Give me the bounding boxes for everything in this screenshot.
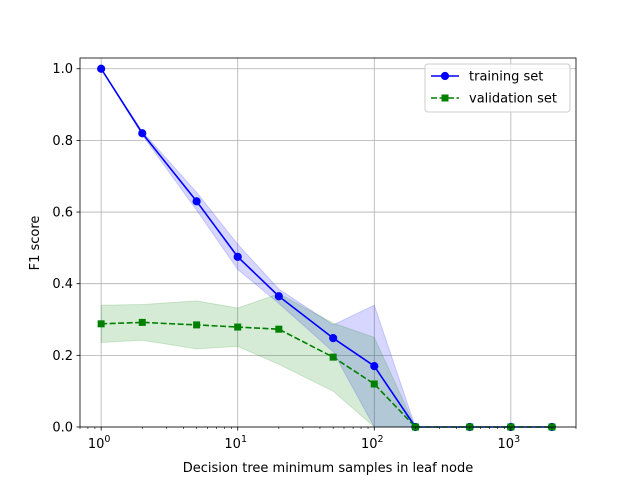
point-training-set [370, 361, 379, 371]
legend-box [424, 63, 571, 113]
point-validation-set [193, 321, 201, 329]
x-tick-label: 102 [361, 434, 384, 452]
legend-marker-validation-set [441, 94, 449, 102]
legend-label: validation set [469, 92, 557, 107]
point-validation-set [97, 320, 105, 328]
legend: training set validation set [424, 63, 571, 113]
x-tick-label: 100 [88, 434, 111, 452]
point-validation-set [234, 323, 242, 331]
point-validation-set [329, 353, 337, 361]
series-markers [97, 64, 557, 432]
legend-marker-training-set [440, 71, 450, 81]
y-tick-label: 0.0 [52, 421, 73, 436]
point-training-set [138, 129, 147, 138]
plot-frame [79, 57, 577, 428]
point-validation-set [275, 325, 283, 333]
point-training-set [97, 64, 106, 73]
y-axis-label: F1 score [28, 216, 43, 271]
axes [79, 57, 577, 428]
legend-label: training set [469, 70, 543, 85]
y-tick-label: 0.4 [52, 277, 73, 292]
point-training-set [233, 252, 242, 261]
point-training-set [274, 292, 283, 301]
point-validation-set [370, 380, 378, 388]
x-tick-label: 101 [224, 434, 247, 452]
point-training-set [329, 334, 338, 343]
tick-marks: 0.0 0.2 0.4 0.6 0.8 1.0 100 101 102 103 [52, 62, 577, 452]
y-tick-label: 0.8 [52, 134, 73, 149]
x-axis-label: Decision tree minimum samples in leaf no… [183, 461, 473, 476]
y-tick-label: 0.2 [52, 349, 73, 364]
point-validation-set [138, 318, 146, 326]
x-tick-label: 103 [498, 434, 521, 452]
band-training-set [100, 68, 552, 428]
point-training-set [192, 197, 201, 206]
y-tick-label: 0.6 [52, 206, 73, 221]
y-tick-label: 1.0 [52, 62, 73, 77]
